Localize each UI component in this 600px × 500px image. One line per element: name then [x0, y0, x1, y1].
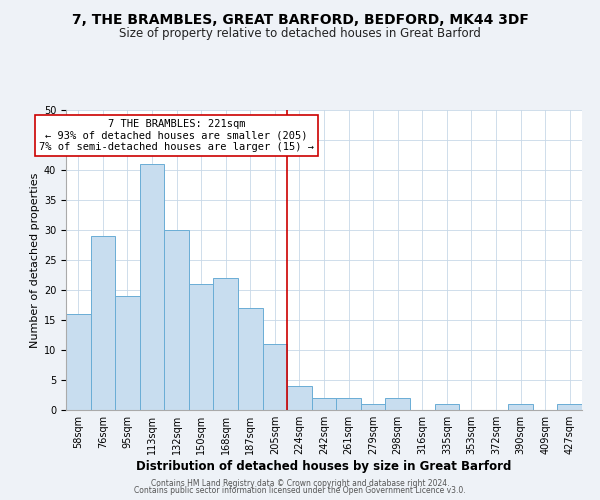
- Bar: [312, 398, 336, 410]
- Text: 7, THE BRAMBLES, GREAT BARFORD, BEDFORD, MK44 3DF: 7, THE BRAMBLES, GREAT BARFORD, BEDFORD,…: [71, 12, 529, 26]
- Bar: [557, 404, 582, 410]
- Bar: [238, 308, 263, 410]
- Bar: [66, 314, 91, 410]
- Y-axis label: Number of detached properties: Number of detached properties: [29, 172, 40, 348]
- Bar: [115, 296, 140, 410]
- Bar: [508, 404, 533, 410]
- Bar: [91, 236, 115, 410]
- Bar: [385, 398, 410, 410]
- Text: Contains public sector information licensed under the Open Government Licence v3: Contains public sector information licen…: [134, 486, 466, 495]
- Text: Contains HM Land Registry data © Crown copyright and database right 2024.: Contains HM Land Registry data © Crown c…: [151, 478, 449, 488]
- Bar: [336, 398, 361, 410]
- Bar: [214, 278, 238, 410]
- Bar: [361, 404, 385, 410]
- Bar: [164, 230, 189, 410]
- Text: 7 THE BRAMBLES: 221sqm
← 93% of detached houses are smaller (205)
7% of semi-det: 7 THE BRAMBLES: 221sqm ← 93% of detached…: [39, 119, 314, 152]
- Bar: [189, 284, 214, 410]
- Bar: [140, 164, 164, 410]
- X-axis label: Distribution of detached houses by size in Great Barford: Distribution of detached houses by size …: [136, 460, 512, 473]
- Bar: [287, 386, 312, 410]
- Bar: [434, 404, 459, 410]
- Text: Size of property relative to detached houses in Great Barford: Size of property relative to detached ho…: [119, 28, 481, 40]
- Bar: [263, 344, 287, 410]
